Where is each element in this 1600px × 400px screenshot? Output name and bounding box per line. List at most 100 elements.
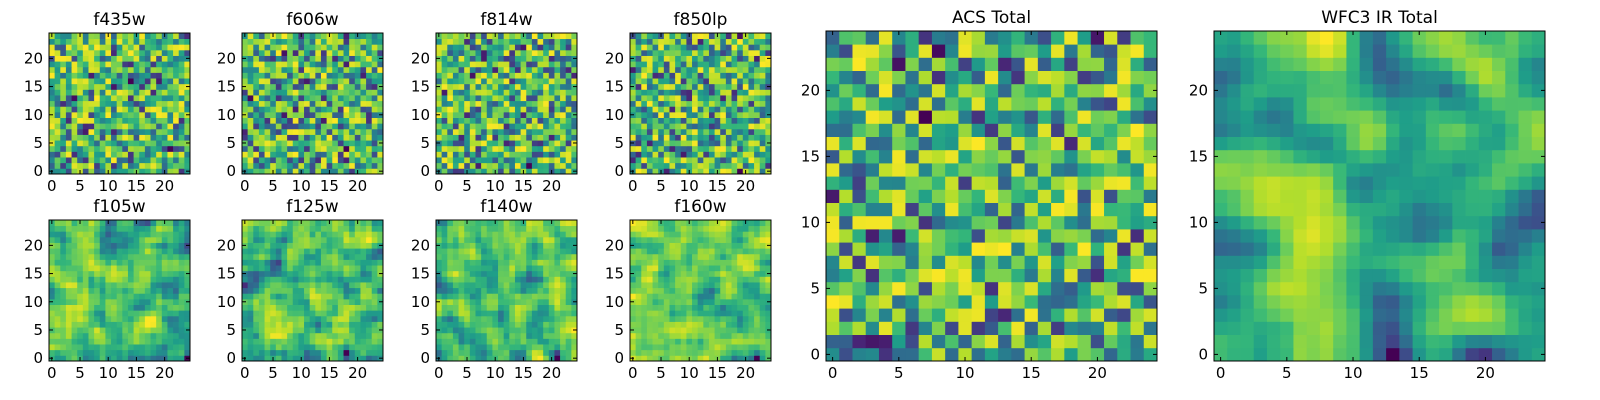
heatmap-cell — [99, 265, 106, 272]
heatmap-cell — [49, 145, 56, 152]
heatmap-cell — [94, 293, 101, 300]
heatmap-cell — [320, 282, 327, 289]
heatmap-cell — [60, 83, 67, 90]
heatmap-cell — [663, 304, 670, 311]
heatmap-cell — [71, 282, 78, 289]
plot-frame — [241, 219, 384, 362]
heatmap-cell — [481, 315, 488, 322]
heatmap-cell — [173, 89, 180, 96]
heatmap-cell — [343, 140, 350, 147]
heatmap-cell — [150, 253, 157, 260]
heatmap-cell — [150, 259, 157, 266]
heatmap-cell — [481, 106, 488, 113]
heatmap-cell — [150, 128, 157, 135]
heatmap-cell — [554, 100, 561, 107]
heatmap-cell — [748, 168, 755, 175]
heatmap-cell — [287, 338, 294, 345]
heatmap-cell — [116, 287, 123, 294]
heatmap-cell — [65, 236, 72, 243]
heatmap-cell — [94, 231, 101, 238]
heatmap-cell — [366, 253, 373, 260]
heatmap-cell — [675, 310, 682, 317]
heatmap-cell — [287, 72, 294, 79]
heatmap-cell — [161, 66, 168, 73]
heatmap-cell — [144, 145, 151, 152]
heatmap-cell — [481, 44, 488, 51]
heatmap-cell — [173, 259, 180, 266]
heatmap-cell — [748, 44, 755, 51]
heatmap-cell — [275, 72, 282, 79]
heatmap-cell — [315, 128, 322, 135]
heatmap-cell — [127, 220, 134, 227]
heatmap-cell — [150, 276, 157, 283]
heatmap-cell — [292, 344, 299, 351]
heatmap-cell — [486, 111, 493, 118]
heatmap-cell — [452, 128, 459, 135]
heatmap-cell — [127, 287, 134, 294]
heatmap-cell — [458, 61, 465, 68]
heatmap-cell — [275, 338, 282, 345]
heatmap-cell — [287, 151, 294, 158]
heatmap-cell — [663, 168, 670, 175]
heatmap-cell — [658, 145, 665, 152]
heatmap-cell — [309, 231, 316, 238]
heatmap-cell — [99, 134, 106, 141]
heatmap-cell — [725, 321, 732, 328]
heatmap-cell — [49, 276, 56, 283]
heatmap-cell — [486, 338, 493, 345]
heatmap-cell — [247, 83, 254, 90]
heatmap-cell — [82, 89, 89, 96]
heatmap-cell — [720, 72, 727, 79]
heatmap-cell — [360, 106, 367, 113]
heatmap-cell — [264, 111, 271, 118]
heatmap-cell — [475, 236, 482, 243]
heatmap-cell — [742, 157, 749, 164]
heatmap-cell — [498, 270, 505, 277]
heatmap-cell — [475, 72, 482, 79]
heatmap-cell — [65, 162, 72, 169]
heatmap-cell — [503, 270, 510, 277]
heatmap-cell — [503, 100, 510, 107]
heatmap-cell — [150, 338, 157, 345]
heatmap-cell — [320, 270, 327, 277]
heatmap-cell — [509, 128, 516, 135]
heatmap-cell — [82, 220, 89, 227]
heatmap-cell — [371, 293, 378, 300]
heatmap-cell — [167, 332, 174, 339]
heatmap-cell — [343, 321, 350, 328]
heatmap-cell — [441, 145, 448, 152]
heatmap-cell — [161, 276, 168, 283]
heatmap-cell — [88, 355, 95, 362]
heatmap-cell — [139, 231, 146, 238]
heatmap-cell — [503, 242, 510, 249]
heatmap-cell — [349, 220, 356, 227]
heatmap-cell — [82, 321, 89, 328]
heatmap-cell — [264, 117, 271, 124]
heatmap-cell — [565, 231, 572, 238]
heatmap-cell — [360, 344, 367, 351]
heatmap-cell — [116, 38, 123, 45]
heatmap-cell — [630, 106, 637, 113]
heatmap-cell — [315, 33, 322, 40]
heatmap-cell — [77, 304, 84, 311]
heatmap-cell — [641, 310, 648, 317]
heatmap-cell — [526, 111, 533, 118]
heatmap-cell — [458, 168, 465, 175]
heatmap-cell — [320, 242, 327, 249]
heatmap-cell — [315, 66, 322, 73]
heatmap-cell — [509, 293, 516, 300]
heatmap-cell — [275, 332, 282, 339]
heatmap-cell — [60, 44, 67, 51]
heatmap-cell — [332, 242, 339, 249]
heatmap-cell — [127, 349, 134, 356]
heatmap-cell — [520, 344, 527, 351]
heatmap-cell — [366, 123, 373, 130]
heatmap-cell — [554, 33, 561, 40]
heatmap-cell — [630, 349, 637, 356]
heatmap-cell — [281, 236, 288, 243]
heatmap-cell — [509, 78, 516, 85]
heatmap-cell — [343, 61, 350, 68]
heatmap-cell — [543, 265, 550, 272]
heatmap-cell — [737, 61, 744, 68]
heatmap-cell — [531, 100, 538, 107]
